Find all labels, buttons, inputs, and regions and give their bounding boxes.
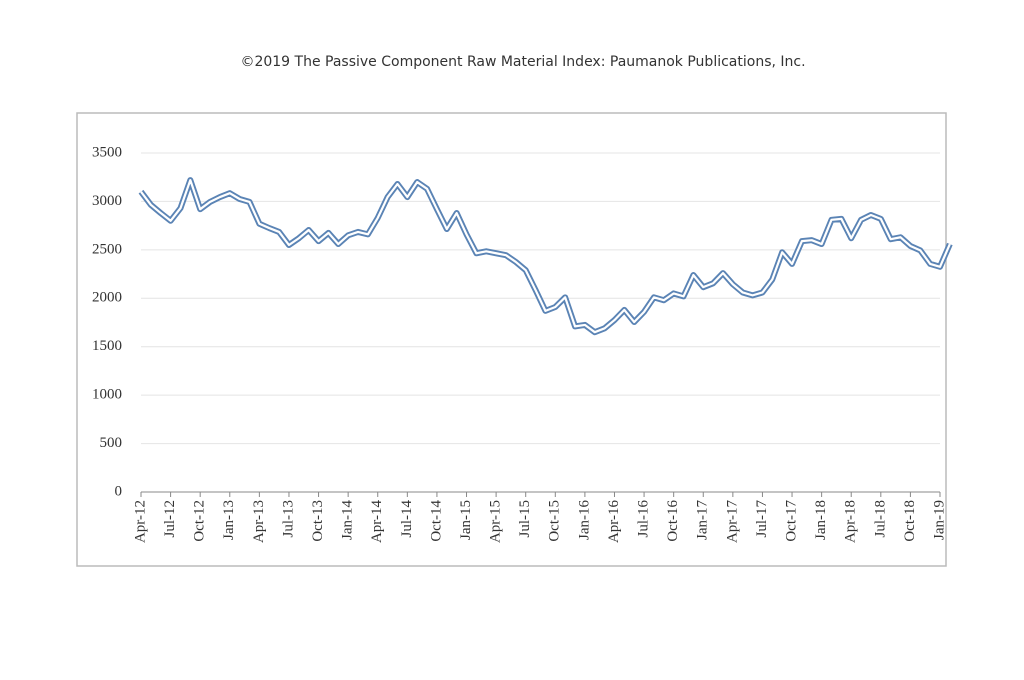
x-tick-label: Jan-14	[340, 500, 356, 540]
y-tick-label: 0	[115, 483, 123, 499]
x-tick-label: Jul-12	[162, 500, 178, 538]
x-tick-label: Jul-14	[399, 500, 415, 538]
x-tick-label: Apr-14	[369, 500, 385, 544]
x-tick-label: Apr-15	[488, 500, 504, 543]
y-tick-label: 1000	[92, 387, 122, 403]
y-tick-label: 500	[100, 435, 123, 451]
x-tick-label: Apr-16	[606, 500, 622, 544]
x-tick-label: Oct-12	[192, 500, 208, 542]
x-tick-label: Apr-13	[251, 500, 267, 543]
x-tick-label: Oct-13	[310, 500, 326, 542]
x-tick-label: Apr-18	[843, 500, 859, 543]
x-tick-label: Oct-16	[665, 500, 681, 542]
chart-title: ©2019 The Passive Component Raw Material…	[240, 54, 805, 70]
x-tick-label: Jul-16	[636, 500, 652, 538]
x-tick-label: Oct-17	[783, 500, 799, 542]
data-line-inner	[140, 179, 951, 334]
y-tick-label: 1500	[92, 338, 122, 354]
x-tick-label: Jan-15	[458, 500, 474, 540]
x-tick-label: Apr-17	[724, 500, 740, 544]
x-tick-label: Jan-19	[931, 500, 947, 540]
x-tick-label: Oct-14	[428, 500, 444, 542]
y-tick-label: 2500	[92, 241, 122, 257]
x-tick-label: Oct-18	[902, 500, 918, 542]
x-tick-label: Oct-15	[547, 500, 563, 542]
x-tick-label: Jan-17	[695, 500, 711, 540]
x-tick-label: Jul-17	[754, 500, 770, 538]
x-tick-label: Jul-13	[280, 500, 296, 538]
x-tick-label: Jan-18	[813, 500, 829, 540]
x-tick-label: Jul-18	[872, 500, 888, 538]
y-tick-label: 3500	[92, 144, 122, 160]
chart-frame	[76, 112, 947, 567]
x-tick-label: Jan-16	[576, 500, 592, 540]
y-tick-label: 2000	[92, 290, 122, 306]
y-tick-label: 3000	[92, 193, 122, 209]
x-tick-label: Jan-13	[221, 500, 237, 540]
x-tick-label: Jul-15	[517, 500, 533, 538]
x-tick-label: Apr-12	[132, 500, 148, 543]
